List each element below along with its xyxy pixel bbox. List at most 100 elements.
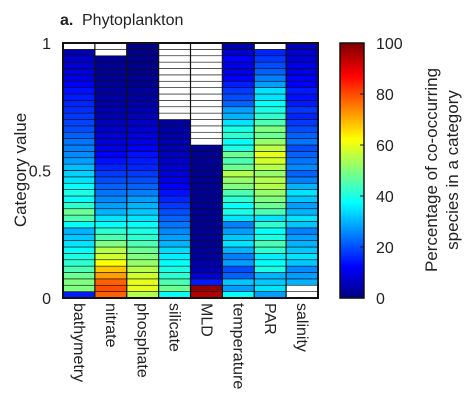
heatmap-cell	[222, 182, 255, 190]
y-tick-label: 0	[42, 291, 51, 308]
heatmap-cell	[94, 189, 128, 197]
colorbar-segment	[340, 208, 364, 212]
y-tick-label: 0.5	[29, 164, 51, 181]
colorbar-segment	[340, 81, 364, 84]
heatmap-cell	[222, 246, 255, 254]
heatmap-cell	[126, 182, 159, 190]
heatmap-cell	[253, 176, 287, 184]
heatmap-cell	[126, 259, 159, 267]
heatmap-cell	[62, 195, 96, 203]
heatmap-cell	[94, 259, 128, 267]
heatmap-cell	[253, 253, 287, 261]
heatmap-cell	[253, 131, 287, 139]
heatmap-cell	[94, 68, 128, 76]
heatmap-cell	[158, 284, 191, 292]
heatmap-cell	[94, 195, 128, 203]
heatmap-cell	[94, 100, 128, 108]
heatmap-cell	[158, 131, 191, 139]
heatmap-cell	[126, 233, 159, 241]
colorbar-segment	[340, 257, 364, 261]
heatmap-cell	[285, 80, 319, 88]
colorbar-segment	[340, 210, 364, 214]
heatmap-cell	[285, 259, 319, 267]
heatmap-cell	[62, 112, 96, 120]
heatmap-cell	[190, 240, 223, 248]
heatmap-cell	[253, 259, 287, 267]
heatmap-cell	[126, 278, 159, 286]
heatmap-cell	[222, 170, 255, 178]
colorbar-tick-label: 40	[376, 189, 394, 206]
heatmap-cell	[285, 87, 319, 95]
colorbar-segment	[340, 232, 364, 235]
heatmap-cell	[285, 227, 319, 235]
colorbar-segment	[340, 272, 364, 276]
heatmap-cell	[190, 208, 223, 216]
heatmap-cell	[158, 80, 191, 88]
heatmap-cell	[285, 138, 319, 146]
heatmap-cell	[190, 106, 223, 114]
heatmap-cell	[190, 272, 223, 280]
heatmap-cell	[222, 119, 255, 127]
heatmap-cell	[222, 61, 255, 69]
colorbar-segment	[340, 77, 364, 80]
heatmap-cell	[190, 202, 223, 210]
heatmap-cell	[94, 93, 128, 101]
colorbar-segment	[340, 45, 364, 48]
colorbar-segment	[340, 142, 364, 146]
colorbar-segment	[340, 159, 364, 163]
heatmap-cell	[126, 112, 159, 120]
colorbar-segment	[340, 87, 364, 91]
heatmap-cell	[158, 233, 191, 241]
colorbar-tick-label: 20	[376, 240, 394, 257]
colorbar-segment	[340, 240, 364, 244]
heatmap-cell	[158, 265, 191, 273]
heatmap-cell	[253, 195, 287, 203]
colorbar	[339, 42, 365, 299]
heatmap-cell	[222, 87, 255, 95]
heatmap-cell	[62, 55, 96, 63]
heatmap-cell	[62, 125, 96, 133]
heatmap-cell	[222, 176, 255, 184]
heatmap-cell	[62, 189, 96, 197]
colorbar-segment	[340, 123, 364, 127]
heatmap-cell	[253, 87, 287, 95]
colorbar-segment	[340, 247, 364, 250]
heatmap-cell	[94, 131, 128, 139]
heatmap-cell	[94, 163, 128, 171]
colorbar-segment	[340, 202, 364, 206]
heatmap-cell	[94, 138, 128, 146]
heatmap-cell	[190, 61, 223, 69]
colorbar-segment	[340, 55, 364, 59]
heatmap-cell	[253, 278, 287, 286]
heatmap-cell	[94, 119, 128, 127]
colorbar-segment	[340, 287, 364, 291]
heatmap-cell	[190, 87, 223, 95]
heatmap-cell	[158, 195, 191, 203]
heatmap-cell	[222, 163, 255, 171]
colorbar-tick-label: 60	[376, 138, 394, 155]
colorbar-segment	[340, 204, 364, 208]
heatmap-cell	[253, 125, 287, 133]
colorbar-segment	[340, 255, 364, 259]
x-tick-label: PAR	[261, 303, 278, 335]
heatmap-cell	[158, 144, 191, 152]
colorbar-segment	[340, 174, 364, 178]
heatmap-cell	[126, 284, 159, 292]
heatmap-cell	[158, 87, 191, 95]
heatmap-cell	[158, 74, 191, 82]
heatmap-cell	[190, 214, 223, 222]
heatmap-cell	[190, 176, 223, 184]
colorbar-tick-label: 80	[376, 87, 394, 104]
colorbar-segment	[340, 179, 364, 182]
heatmap-cell	[285, 144, 319, 152]
heatmap-cell	[285, 55, 319, 63]
heatmap-cell	[253, 265, 287, 273]
colorbar-segment	[340, 134, 364, 138]
colorbar-segment	[340, 268, 364, 271]
y-axis-ticks: 00.51	[29, 36, 67, 308]
colorbar-segment	[340, 91, 364, 95]
heatmap-cell	[126, 208, 159, 216]
heatmap-cell	[285, 272, 319, 280]
heatmap-cell	[190, 119, 223, 127]
heatmap-cell	[222, 112, 255, 120]
